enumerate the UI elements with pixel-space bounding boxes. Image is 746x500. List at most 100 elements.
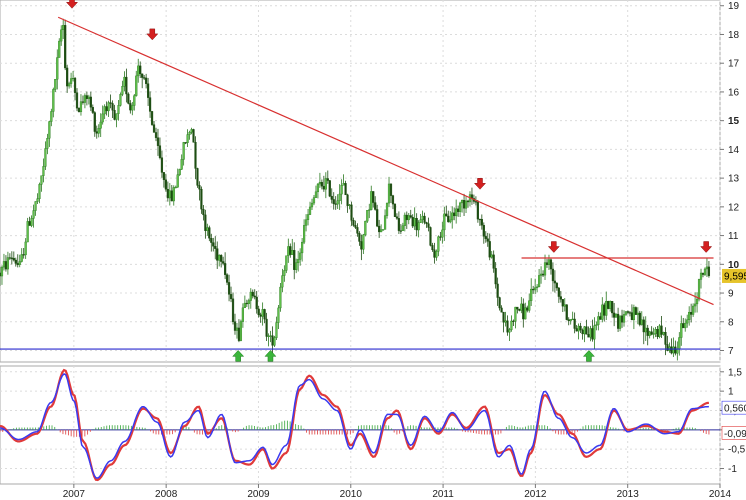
candle-body	[10, 257, 13, 259]
indicator-y-tick-label: 1	[728, 387, 734, 398]
candle-body	[346, 194, 349, 206]
candle-body	[66, 67, 69, 87]
price-y-tick-label: 16	[728, 87, 740, 98]
price-y-tick-label: 14	[728, 145, 740, 156]
candle-body	[24, 241, 27, 256]
sell-arrow-icon	[547, 241, 560, 253]
candle-body	[295, 262, 298, 270]
candle-body	[694, 303, 697, 307]
candle-body	[378, 225, 381, 233]
candle-body	[534, 287, 537, 291]
candle-body	[372, 191, 375, 203]
candle-body	[160, 157, 164, 173]
candle-body	[26, 221, 29, 243]
candle-body	[624, 311, 628, 315]
candle-body	[387, 183, 391, 204]
candle-body	[510, 320, 513, 330]
candle-body	[196, 168, 199, 186]
candle-body	[150, 111, 154, 125]
candle-body	[356, 227, 359, 234]
candle-body	[391, 195, 395, 205]
candle-body	[121, 86, 124, 95]
candle-body	[589, 328, 592, 338]
candle-body	[423, 215, 426, 223]
candle-body	[152, 124, 156, 133]
candle-body	[650, 331, 653, 335]
buy-arrow-icon	[582, 350, 595, 362]
candle-body	[508, 329, 511, 333]
candle-body	[381, 229, 385, 231]
candle-body	[48, 121, 51, 139]
candle-body	[83, 95, 87, 103]
last-price-label: 9,595	[724, 271, 746, 282]
candle-body	[69, 78, 73, 84]
candle-body	[97, 128, 100, 134]
price-y-tick-label: 8	[728, 317, 734, 328]
candle-body	[303, 225, 306, 243]
buy-arrow-icon	[232, 350, 245, 362]
candle-body	[707, 266, 711, 276]
downtrend-line	[57, 16, 714, 306]
candle-body	[239, 321, 243, 341]
candle-body	[310, 202, 314, 208]
candle-body	[148, 97, 152, 112]
price-y-tick-label: 13	[728, 174, 740, 185]
candle-body	[111, 103, 114, 111]
candle-body	[77, 107, 81, 113]
candle-body	[664, 332, 667, 345]
candle-body	[206, 227, 209, 231]
candle-body	[579, 325, 582, 331]
candle-body	[4, 261, 8, 270]
candle-body	[516, 306, 519, 310]
candle-body	[109, 102, 112, 104]
candle-body	[652, 333, 655, 335]
candle-body	[259, 314, 262, 317]
candle-body	[654, 329, 657, 334]
candle-body	[28, 221, 31, 226]
candle-body	[137, 65, 140, 77]
candle-body	[18, 261, 21, 265]
candle-body	[431, 245, 434, 251]
candle-body	[269, 335, 272, 337]
indicator-y-tick-label: -1	[728, 464, 737, 475]
x-tick-label: 2008	[155, 489, 178, 500]
candle-body	[68, 83, 71, 87]
candle-body	[672, 346, 675, 354]
candle-body	[115, 113, 118, 120]
candle-body	[678, 337, 681, 350]
candle-body	[194, 142, 197, 169]
candle-body	[587, 334, 590, 338]
candle-body	[480, 219, 483, 226]
candle-body	[306, 214, 310, 220]
candle-body	[419, 219, 422, 223]
candle-body	[119, 94, 122, 106]
candle-body	[308, 206, 312, 215]
candle-body	[164, 179, 167, 190]
candle-body	[348, 204, 351, 206]
candle-body	[233, 321, 237, 331]
candle-body	[370, 191, 373, 210]
candle-body	[265, 318, 268, 337]
candle-body	[449, 219, 452, 223]
candle-body	[247, 300, 250, 304]
candle-body	[674, 346, 677, 354]
indicator-y-tick-label: -0,5	[728, 445, 746, 456]
sell-arrow-icon	[146, 28, 159, 41]
candle-body	[103, 106, 106, 115]
candle-body	[107, 102, 110, 112]
candle-body	[180, 159, 183, 170]
signal-arrows	[65, 0, 713, 362]
candle-body	[328, 180, 331, 197]
candle-body	[648, 331, 651, 336]
indicator-y-axis: 1,510,50-0,5-10,560-0,09	[720, 367, 746, 475]
candle-body	[453, 212, 456, 217]
candle-body	[660, 325, 663, 335]
candle-body	[316, 183, 320, 193]
candle-body	[699, 272, 703, 280]
candle-body	[532, 288, 535, 291]
candle-body	[474, 201, 478, 203]
candle-body	[334, 203, 337, 205]
candle-body	[75, 92, 79, 109]
candle-body	[478, 218, 481, 221]
candle-body	[64, 25, 67, 69]
